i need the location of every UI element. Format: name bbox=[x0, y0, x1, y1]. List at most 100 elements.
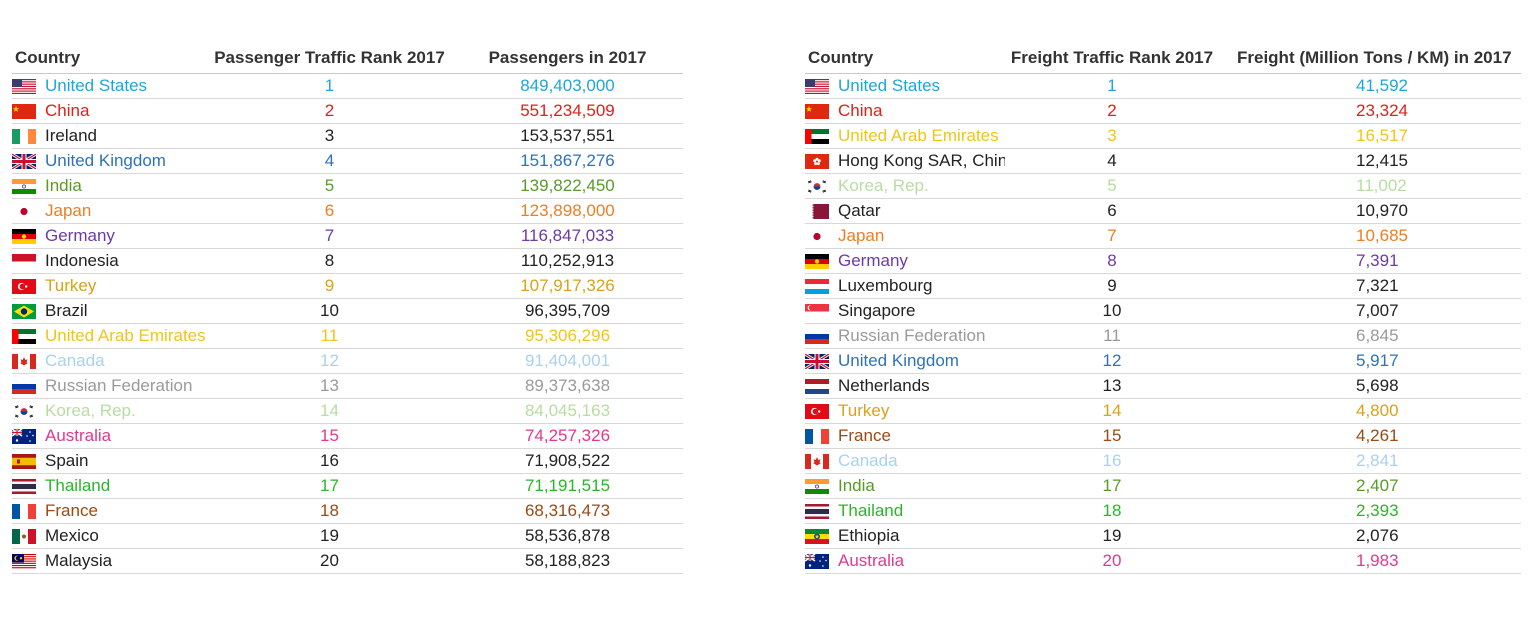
rank-cell: 6 bbox=[324, 201, 335, 220]
value-cell: 7,321 bbox=[1356, 276, 1399, 295]
de-flag-icon bbox=[12, 228, 36, 244]
country-name: Thailand bbox=[838, 501, 904, 520]
table-row: United Kingdom 12 5,917 bbox=[805, 349, 1521, 374]
rank-cell: 12 bbox=[320, 351, 339, 370]
sg-flag-icon bbox=[805, 303, 829, 319]
table-row: Qatar 6 10,970 bbox=[805, 199, 1521, 224]
country-cell: United States bbox=[12, 76, 207, 96]
header-freight: Freight (Million Tons / KM) in 2017 bbox=[1237, 47, 1512, 67]
rank-cell: 8 bbox=[324, 251, 335, 270]
table-row: Australia 15 74,257,326 bbox=[12, 424, 683, 449]
value-cell: 151,867,276 bbox=[520, 151, 615, 170]
table-row: Thailand 17 71,191,515 bbox=[12, 474, 683, 499]
header-country: Country bbox=[808, 47, 874, 67]
country-name: Netherlands bbox=[838, 376, 930, 395]
country-cell: Korea, Rep. bbox=[805, 176, 1005, 196]
table-header: Country Passenger Traffic Rank 2017 Pass… bbox=[12, 42, 683, 74]
gb-flag-icon bbox=[12, 153, 36, 169]
nl-flag-icon bbox=[805, 378, 829, 394]
value-cell: 89,373,638 bbox=[524, 376, 611, 395]
table-row: Hong Kong SAR, China 4 12,415 bbox=[805, 149, 1521, 174]
value-cell: 4,261 bbox=[1356, 426, 1399, 445]
value-cell: 11,002 bbox=[1356, 176, 1407, 195]
value-cell: 12,415 bbox=[1356, 151, 1408, 170]
rank-cell: 17 bbox=[320, 476, 339, 495]
value-cell: 74,257,326 bbox=[524, 426, 611, 445]
my-flag-icon bbox=[12, 553, 36, 569]
jp-flag-icon bbox=[12, 203, 36, 219]
cn-flag-icon bbox=[12, 103, 36, 119]
country-cell: Qatar bbox=[805, 201, 1005, 221]
rank-cell: 10 bbox=[1102, 301, 1122, 320]
country-cell: United States bbox=[805, 76, 1005, 96]
table-row: Malaysia 20 58,188,823 bbox=[12, 549, 683, 574]
country-name: Singapore bbox=[838, 301, 916, 320]
rank-cell: 9 bbox=[1107, 276, 1117, 295]
table-row: Mexico 19 58,536,878 bbox=[12, 524, 683, 549]
table-row: Russian Federation 11 6,845 bbox=[805, 324, 1521, 349]
table-row: India 17 2,407 bbox=[805, 474, 1521, 499]
country-name: Japan bbox=[838, 226, 885, 245]
gb-flag-icon bbox=[805, 353, 829, 369]
mx-flag-icon bbox=[12, 528, 36, 544]
rank-cell: 15 bbox=[1102, 426, 1122, 445]
value-cell: 23,324 bbox=[1356, 101, 1408, 120]
country-cell: Brazil bbox=[12, 301, 207, 321]
ca-flag-icon bbox=[805, 453, 829, 469]
ca-flag-icon bbox=[12, 353, 36, 369]
table-row: France 18 68,316,473 bbox=[12, 499, 683, 524]
country-name: China bbox=[838, 101, 883, 120]
value-cell: 123,898,000 bbox=[520, 201, 615, 220]
tr-flag-icon bbox=[12, 278, 36, 294]
country-cell: Russian Federation bbox=[805, 326, 1005, 346]
value-cell: 96,395,709 bbox=[524, 301, 611, 320]
table-row: Germany 7 116,847,033 bbox=[12, 224, 683, 249]
country-name: United Kingdom bbox=[45, 151, 166, 170]
country-name: France bbox=[838, 426, 891, 445]
fr-flag-icon bbox=[12, 503, 36, 519]
rank-cell: 7 bbox=[324, 226, 335, 245]
value-cell: 116,847,033 bbox=[520, 226, 615, 245]
country-cell: Russian Federation bbox=[12, 376, 207, 396]
rank-cell: 1 bbox=[324, 76, 335, 95]
rank-cell: 12 bbox=[1102, 351, 1122, 370]
value-cell: 71,908,522 bbox=[524, 451, 611, 470]
value-cell: 95,306,296 bbox=[524, 326, 611, 345]
table-row: Canada 16 2,841 bbox=[805, 449, 1521, 474]
table-row: France 15 4,261 bbox=[805, 424, 1521, 449]
country-name: France bbox=[45, 501, 98, 520]
table-row: China 2 551,234,509 bbox=[12, 99, 683, 124]
value-cell: 68,316,473 bbox=[524, 501, 611, 520]
kr-flag-icon bbox=[12, 403, 36, 419]
rank-cell: 18 bbox=[1102, 501, 1122, 520]
br-flag-icon bbox=[12, 303, 36, 319]
value-cell: 2,841 bbox=[1356, 451, 1399, 470]
country-name: Japan bbox=[45, 201, 92, 220]
country-cell: Hong Kong SAR, China bbox=[805, 151, 1005, 171]
country-cell: China bbox=[805, 101, 1005, 121]
country-name: Germany bbox=[45, 226, 115, 245]
country-cell: Indonesia bbox=[12, 251, 207, 271]
rank-cell: 16 bbox=[320, 451, 339, 470]
value-cell: 71,191,515 bbox=[524, 476, 611, 495]
value-cell: 58,536,878 bbox=[524, 526, 611, 545]
table-row: India 5 139,822,450 bbox=[12, 174, 683, 199]
country-cell: United Kingdom bbox=[12, 151, 207, 171]
rank-cell: 11 bbox=[320, 326, 339, 345]
value-cell: 110,252,913 bbox=[520, 251, 615, 270]
table-row: Turkey 9 107,917,326 bbox=[12, 274, 683, 299]
country-name: Turkey bbox=[838, 401, 890, 420]
country-name: Ethiopia bbox=[838, 526, 900, 545]
table-row: Australia 20 1,983 bbox=[805, 549, 1521, 574]
table-row: Ireland 3 153,537,551 bbox=[12, 124, 683, 149]
country-cell: Turkey bbox=[805, 401, 1005, 421]
country-name: United States bbox=[838, 76, 941, 95]
rank-cell: 9 bbox=[324, 276, 335, 295]
table-row: United States 1 849,403,000 bbox=[12, 74, 683, 99]
rank-cell: 5 bbox=[1107, 176, 1117, 195]
fr-flag-icon bbox=[805, 428, 829, 444]
rank-cell: 4 bbox=[324, 151, 335, 170]
rank-cell: 7 bbox=[1107, 226, 1117, 245]
country-cell: Canada bbox=[12, 351, 207, 371]
country-name: Germany bbox=[838, 251, 908, 270]
